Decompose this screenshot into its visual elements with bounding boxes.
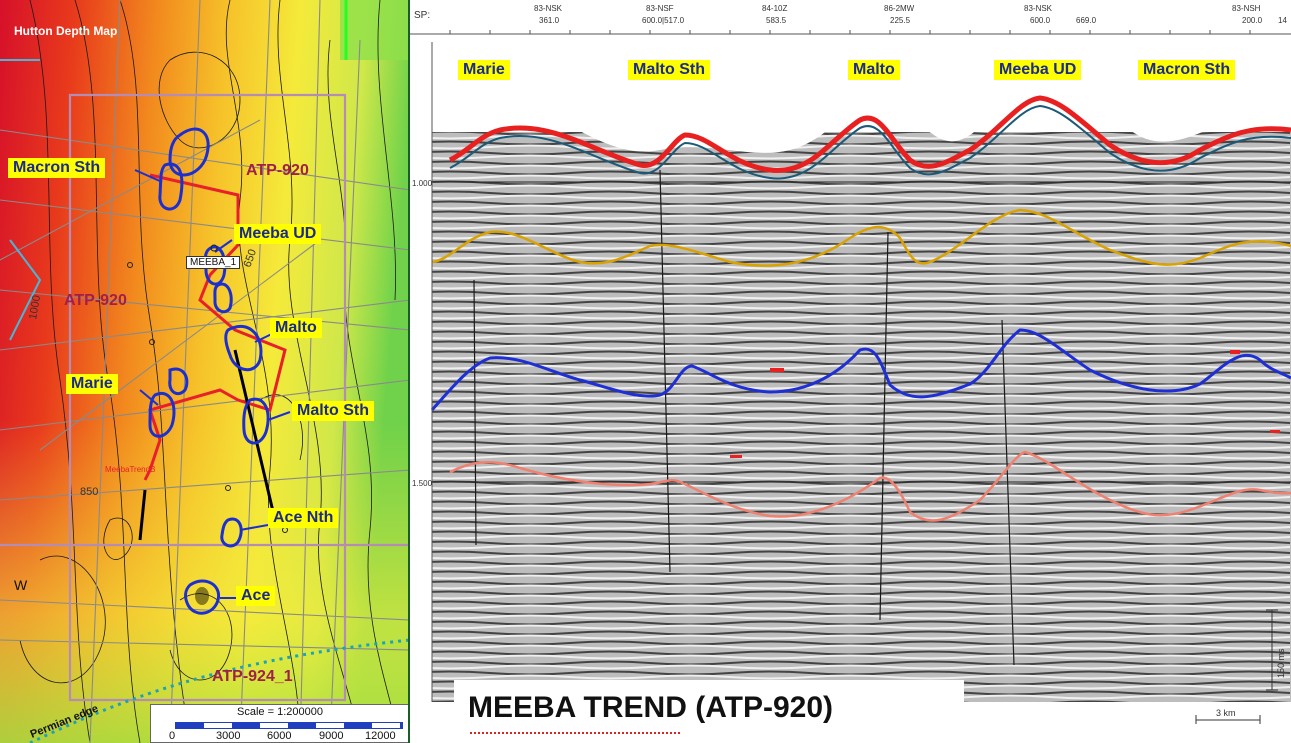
depth-map-panel: 1000 850 650 MeebaTrendB Permian edge W … (0, 0, 410, 743)
horizon-salmon (449, 450, 1291, 522)
figure-title-box: MEEBA TREND (ATP-920) (454, 680, 964, 740)
scale-tick-6000: 6000 (267, 730, 292, 742)
seismic-prospect-meeba-ud: Meeba UD (994, 60, 1082, 80)
scale-tick-3000: 3000 (216, 730, 241, 742)
licence-boundary (0, 93, 408, 702)
sp-value-8: 14 (1278, 16, 1287, 25)
prospect-outlines (148, 127, 270, 615)
seismic-section-panel: 1.000 1.500 150 ms 3 km SP: 83-NSK 361.0… (410, 0, 1291, 743)
contour-label-850: 850 (80, 486, 98, 498)
sp-value-4: 225.5 (890, 16, 911, 25)
atp-label-west: ATP-920 (64, 292, 127, 309)
seismic-traces (432, 42, 1291, 702)
horizon-top-trough (449, 104, 1291, 180)
line-name-2: 83-NSF (646, 4, 674, 13)
line-name-5: 83-NSK (1024, 4, 1053, 13)
trend-line-label: MeebaTrendB (105, 465, 155, 474)
drainage-lines (0, 59, 42, 341)
seismic-section-graphic: 1.000 1.500 150 ms 3 km (410, 0, 1291, 743)
horizontal-scale-box (1190, 705, 1266, 727)
vertical-scale-bar (1266, 609, 1278, 691)
scale-tick-0: 0 (169, 730, 176, 742)
figure-title: MEEBA TREND (ATP-920) (468, 691, 834, 724)
scale-tick-9000: 9000 (319, 730, 344, 742)
scale-text: Scale = 1:200000 (237, 706, 323, 718)
map-prospect-macron-sth: Macron Sth (8, 158, 106, 178)
ace-closure-core (195, 587, 209, 605)
depth-map-graphic: 1000 850 650 MeebaTrendB Permian edge W (0, 0, 408, 743)
sp-value-1: 361.0 (539, 16, 560, 25)
shotpoint-header (410, 0, 1291, 34)
sp-value-5: 600.0 (1030, 16, 1051, 25)
contour-label-1000: 1000 (27, 294, 43, 320)
seismic-prospect-marie: Marie (458, 60, 510, 80)
seismic-faults (473, 169, 1015, 666)
sp-value-6: 669.0 (1076, 16, 1097, 25)
line-name-3: 84-10Z (762, 4, 788, 13)
title-spell-underline (470, 730, 680, 734)
horizontal-scale-label: 3 km (1216, 708, 1236, 718)
vertical-scale-label: 150 ms (1276, 648, 1286, 678)
map-prospect-malto: Malto (270, 318, 322, 338)
line-name-1: 83-NSK (534, 4, 563, 13)
line-name-6: 83-NSH (1232, 4, 1261, 13)
horizontal-scale-bar (1195, 715, 1261, 724)
fault-lines (138, 349, 277, 541)
map-prospect-malto-sth: Malto Sth (292, 401, 374, 421)
permian-edge-line (29, 638, 408, 743)
atp-label-north: ATP-920 (246, 162, 309, 179)
map-side-letter: W (14, 577, 28, 593)
scale-bar-graphic (175, 722, 403, 729)
map-prospect-meeba-ud: Meeba UD (234, 224, 322, 244)
map-title: Hutton Depth Map (14, 24, 118, 38)
scale-tick-12000: 12000 (365, 730, 396, 742)
sp-value-3: 583.5 (766, 16, 787, 25)
seismic-prospect-macron-sth: Macron Sth (1138, 60, 1236, 80)
horizon-top-red (448, 95, 1291, 173)
sp-value-7: 200.0 (1242, 16, 1263, 25)
seismic-prospect-malto-sth: Malto Sth (628, 60, 710, 80)
shallow-zone (340, 0, 408, 60)
map-prospect-marie: Marie (66, 374, 118, 394)
contour-label-650: 650 (242, 248, 260, 269)
well-symbols (127, 244, 288, 533)
header-ticks (449, 30, 1251, 34)
amplitude-anomalies (730, 350, 1280, 458)
map-scale-bar: Scale = 1:200000 0 3000 6000 9000 12000 (150, 704, 408, 743)
line-name-4: 86-2MW (884, 4, 915, 13)
seismic-prospect-malto: Malto (848, 60, 900, 80)
time-label-1000: 1.000 (412, 179, 433, 188)
horizon-blue (430, 328, 1291, 412)
atp-label-south: ATP-924_1 (212, 668, 293, 685)
map-prospect-ace: Ace (236, 586, 276, 606)
sp-value-2: 600.0|517.0 (642, 16, 685, 25)
horizon-orange (431, 208, 1291, 267)
time-label-1500: 1.500 (412, 479, 433, 488)
well-tag: MEEBA_1 (186, 256, 241, 269)
sp-label: SP: (414, 10, 431, 21)
map-prospect-ace-nth: Ace Nth (268, 508, 339, 528)
